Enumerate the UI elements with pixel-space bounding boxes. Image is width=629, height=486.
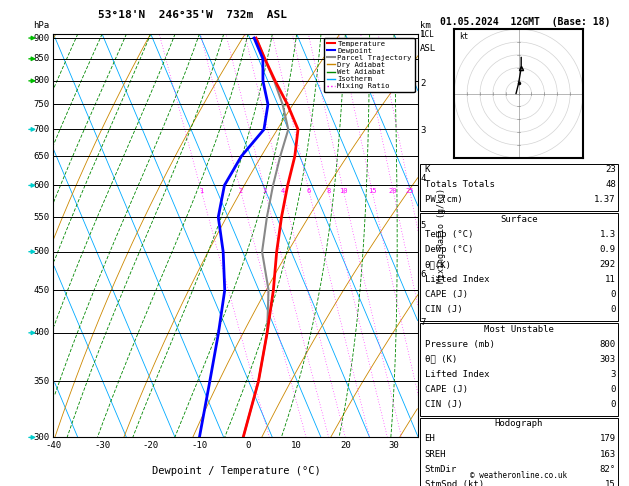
Text: kt: kt [459, 33, 469, 41]
Text: Dewpoint / Temperature (°C): Dewpoint / Temperature (°C) [152, 466, 320, 476]
Text: CIN (J): CIN (J) [425, 305, 462, 314]
Text: Totals Totals: Totals Totals [425, 180, 494, 190]
Text: 179: 179 [599, 434, 616, 444]
Text: Lifted Index: Lifted Index [425, 370, 489, 379]
Text: 0: 0 [245, 441, 251, 451]
Text: 900: 900 [34, 34, 50, 43]
Text: 25: 25 [406, 188, 414, 194]
Text: 3: 3 [263, 188, 267, 194]
Text: 303: 303 [599, 355, 616, 364]
Text: 1: 1 [199, 188, 203, 194]
Text: 30: 30 [389, 441, 399, 451]
Text: 15: 15 [368, 188, 376, 194]
Text: 8: 8 [326, 188, 330, 194]
Text: EH: EH [425, 434, 435, 444]
Text: 10: 10 [291, 441, 302, 451]
Text: 500: 500 [34, 247, 50, 256]
Text: 800: 800 [34, 76, 50, 86]
Text: 48: 48 [605, 180, 616, 190]
Text: 20: 20 [340, 441, 351, 451]
Text: 850: 850 [34, 54, 50, 63]
Text: 7: 7 [420, 318, 425, 328]
Text: θᴇ (K): θᴇ (K) [425, 355, 457, 364]
Text: 0: 0 [610, 400, 616, 409]
Text: 1.3: 1.3 [599, 230, 616, 239]
Text: 6: 6 [307, 188, 311, 194]
Text: © weatheronline.co.uk: © weatheronline.co.uk [470, 471, 567, 480]
Text: 650: 650 [34, 152, 50, 161]
Legend: Temperature, Dewpoint, Parcel Trajectory, Dry Adiabat, Wet Adiabat, Isotherm, Mi: Temperature, Dewpoint, Parcel Trajectory… [324, 37, 415, 92]
Text: Temp (°C): Temp (°C) [425, 230, 473, 239]
Text: PW (cm): PW (cm) [425, 195, 462, 205]
Text: 350: 350 [34, 377, 50, 386]
Text: 82°: 82° [599, 465, 616, 474]
Text: Most Unstable: Most Unstable [484, 325, 554, 334]
Text: 400: 400 [34, 329, 50, 337]
Text: Lifted Index: Lifted Index [425, 275, 489, 284]
Text: hPa: hPa [33, 21, 50, 30]
Text: 0.9: 0.9 [599, 245, 616, 254]
Text: 23: 23 [605, 165, 616, 174]
Text: LCL: LCL [420, 30, 434, 38]
Text: 750: 750 [34, 100, 50, 109]
Text: Surface: Surface [500, 215, 538, 224]
Text: km: km [420, 21, 431, 30]
Text: 4: 4 [281, 188, 285, 194]
Text: -10: -10 [191, 441, 208, 451]
Text: -20: -20 [143, 441, 159, 451]
Text: SREH: SREH [425, 450, 446, 459]
Text: -30: -30 [94, 441, 110, 451]
Text: 292: 292 [599, 260, 616, 269]
Text: ASL: ASL [420, 44, 437, 53]
Text: Mixing Ratio (g/kg): Mixing Ratio (g/kg) [438, 188, 447, 283]
Text: 53°18'N  246°35'W  732m  ASL: 53°18'N 246°35'W 732m ASL [97, 10, 287, 20]
Text: 800: 800 [599, 340, 616, 349]
Text: -40: -40 [45, 441, 62, 451]
Text: 450: 450 [34, 285, 50, 295]
Text: 550: 550 [34, 212, 50, 222]
Text: Hodograph: Hodograph [495, 419, 543, 429]
Text: 5: 5 [420, 221, 425, 230]
Text: 15: 15 [605, 480, 616, 486]
Text: 10: 10 [339, 188, 348, 194]
Text: CIN (J): CIN (J) [425, 400, 462, 409]
Text: CAPE (J): CAPE (J) [425, 385, 467, 394]
Text: 1: 1 [420, 30, 425, 38]
Text: 3: 3 [420, 126, 425, 135]
Text: Pressure (mb): Pressure (mb) [425, 340, 494, 349]
Text: 300: 300 [34, 433, 50, 442]
Text: Dewp (°C): Dewp (°C) [425, 245, 473, 254]
Text: StmSpd (kt): StmSpd (kt) [425, 480, 484, 486]
Text: 2: 2 [420, 79, 425, 87]
Text: 4: 4 [420, 174, 425, 183]
Text: 6: 6 [420, 270, 425, 278]
Text: 163: 163 [599, 450, 616, 459]
Text: 0: 0 [610, 290, 616, 299]
Text: 0: 0 [610, 305, 616, 314]
Text: 0: 0 [610, 385, 616, 394]
Text: K: K [425, 165, 430, 174]
Text: 600: 600 [34, 181, 50, 190]
Text: 2: 2 [238, 188, 243, 194]
Text: 3: 3 [610, 370, 616, 379]
Text: 11: 11 [605, 275, 616, 284]
Text: CAPE (J): CAPE (J) [425, 290, 467, 299]
Text: 01.05.2024  12GMT  (Base: 18): 01.05.2024 12GMT (Base: 18) [440, 17, 610, 27]
Text: StmDir: StmDir [425, 465, 457, 474]
Text: 1.37: 1.37 [594, 195, 616, 205]
Text: 20: 20 [389, 188, 398, 194]
Text: 700: 700 [34, 125, 50, 134]
Text: θᴇ(K): θᴇ(K) [425, 260, 452, 269]
